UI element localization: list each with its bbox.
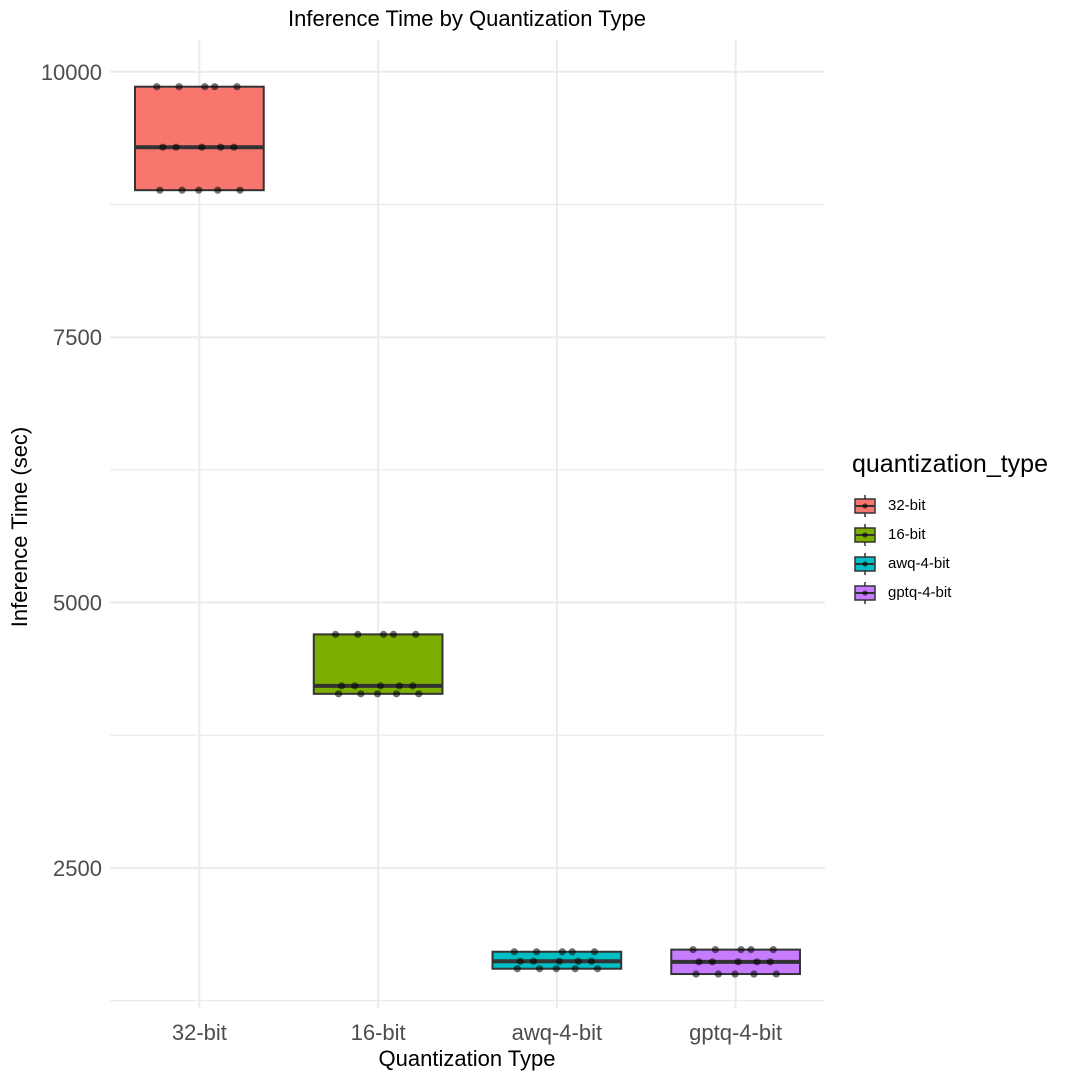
data-point — [555, 957, 563, 965]
x-tick-label: 16-bit — [351, 1020, 406, 1045]
y-tick-label: 5000 — [53, 591, 102, 616]
chart-title: Inference Time by Quantization Type — [288, 6, 646, 31]
data-point — [175, 83, 183, 91]
data-point — [587, 957, 596, 965]
data-point — [737, 946, 745, 954]
data-point — [214, 186, 222, 194]
grid-lines — [110, 40, 825, 1008]
data-point — [195, 186, 203, 194]
data-point — [211, 83, 219, 91]
data-point — [772, 970, 780, 978]
data-point — [571, 965, 579, 973]
data-point — [236, 186, 244, 194]
x-tick-label: awq-4-bit — [512, 1020, 602, 1045]
legend-label: 32-bit — [888, 497, 926, 514]
data-point — [156, 186, 164, 194]
legend-title: quantization_type — [852, 450, 1048, 478]
legend-key — [852, 551, 878, 577]
data-point — [516, 957, 524, 965]
data-point — [389, 630, 398, 638]
data-point — [711, 946, 719, 954]
data-point — [568, 948, 576, 956]
data-point — [753, 958, 761, 966]
data-point — [217, 143, 225, 151]
legend-items: 32-bit 16-bit awq-4-bit gptq-4-bit — [852, 491, 1048, 607]
data-point — [747, 946, 755, 954]
data-point — [510, 948, 518, 956]
data-point — [198, 143, 206, 151]
data-point — [695, 958, 703, 966]
data-point — [159, 143, 167, 151]
data-point — [233, 83, 241, 91]
y-tick-label: 2500 — [53, 856, 102, 881]
legend: quantization_type 32-bit 16-bit awq-4-bit g… — [852, 450, 1048, 607]
data-point — [769, 946, 777, 954]
legend-key — [852, 580, 878, 606]
y-tick-label: 7500 — [53, 325, 102, 350]
data-point — [354, 630, 362, 638]
data-point — [552, 965, 560, 973]
data-point — [766, 958, 774, 966]
y-axis-title: Inference Time (sec) — [7, 427, 32, 628]
boxes — [134, 85, 801, 976]
data-point — [530, 957, 538, 965]
x-tick-labels: 32-bit 16-bit awq-4-bit gptq-4-bit — [172, 1020, 782, 1045]
legend-item: gptq-4-bit — [852, 578, 1048, 607]
y-tick-labels: 2500 5000 7500 10000 — [41, 60, 102, 881]
data-point — [714, 970, 722, 978]
data-point — [574, 957, 582, 965]
legend-label: gptq-4-bit — [888, 584, 952, 601]
data-point — [513, 965, 521, 973]
data-point — [357, 690, 365, 698]
data-point — [172, 143, 180, 151]
y-tick-label: 10000 — [41, 60, 102, 85]
data-point — [689, 946, 697, 954]
data-point — [376, 682, 385, 690]
legend-key — [852, 522, 878, 548]
data-point — [201, 83, 209, 91]
data-point — [734, 958, 742, 966]
data-point — [536, 965, 544, 973]
data-point — [593, 965, 602, 973]
data-point — [331, 630, 340, 638]
data-point — [558, 948, 566, 956]
data-point — [708, 958, 716, 966]
x-tick-label: gptq-4-bit — [689, 1020, 782, 1045]
legend-item: 16-bit — [852, 520, 1048, 549]
data-point — [750, 970, 758, 978]
jitter-points — [153, 83, 780, 978]
data-point — [337, 682, 346, 690]
data-point — [178, 186, 186, 194]
data-point — [412, 630, 420, 638]
data-point — [334, 690, 343, 698]
data-point — [692, 970, 700, 978]
data-point — [351, 682, 359, 690]
data-point — [379, 630, 388, 638]
data-point — [731, 970, 739, 978]
data-point — [153, 83, 161, 91]
x-tick-label: 32-bit — [172, 1020, 227, 1045]
data-point — [395, 682, 404, 690]
legend-item: awq-4-bit — [852, 549, 1048, 578]
box-32-bit — [134, 85, 265, 192]
data-point — [230, 143, 238, 151]
x-axis-title: Quantization Type — [379, 1046, 556, 1071]
data-point — [590, 948, 599, 956]
legend-key — [852, 493, 878, 519]
legend-label: awq-4-bit — [888, 555, 950, 572]
data-point — [392, 690, 401, 698]
data-point — [409, 682, 417, 690]
legend-item: 32-bit — [852, 491, 1048, 520]
data-point — [415, 690, 423, 698]
legend-label: 16-bit — [888, 526, 926, 543]
data-point — [373, 690, 382, 698]
data-point — [533, 948, 541, 956]
